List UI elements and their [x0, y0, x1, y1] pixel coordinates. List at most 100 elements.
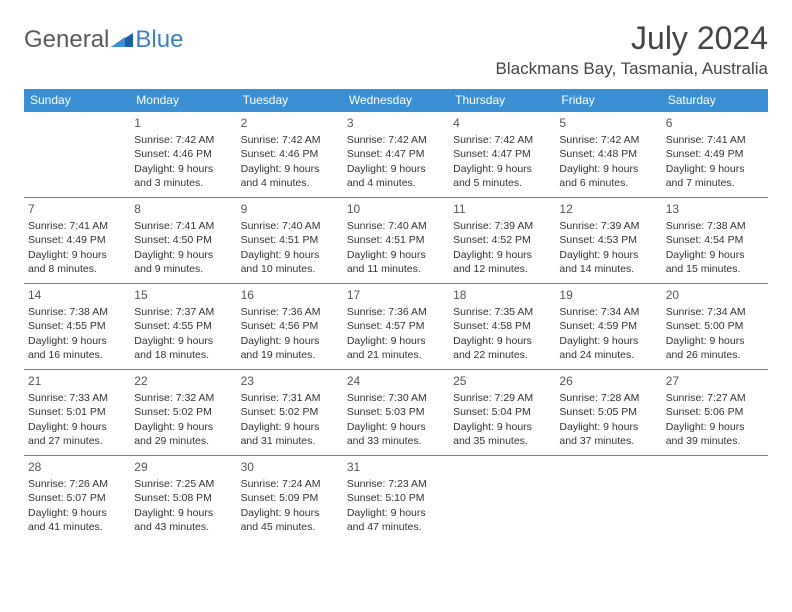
sunrise-text: Sunrise: 7:28 AM — [559, 391, 657, 405]
calendar-cell: 3Sunrise: 7:42 AMSunset: 4:47 PMDaylight… — [343, 112, 449, 198]
daylight-text: and 24 minutes. — [559, 348, 657, 362]
sunset-text: Sunset: 5:04 PM — [453, 405, 551, 419]
day-number: 10 — [347, 201, 445, 217]
daylight-text: Daylight: 9 hours — [241, 248, 339, 262]
sunrise-text: Sunrise: 7:37 AM — [134, 305, 232, 319]
calendar-cell — [449, 456, 555, 542]
sunset-text: Sunset: 4:51 PM — [241, 233, 339, 247]
day-number: 9 — [241, 201, 339, 217]
sunset-text: Sunset: 5:09 PM — [241, 491, 339, 505]
calendar-week: 1Sunrise: 7:42 AMSunset: 4:46 PMDaylight… — [24, 112, 768, 198]
sunset-text: Sunset: 4:52 PM — [453, 233, 551, 247]
day-number: 2 — [241, 115, 339, 131]
sunrise-text: Sunrise: 7:40 AM — [241, 219, 339, 233]
daylight-text: and 31 minutes. — [241, 434, 339, 448]
day-number: 6 — [666, 115, 764, 131]
sunset-text: Sunset: 4:54 PM — [666, 233, 764, 247]
daylight-text: Daylight: 9 hours — [666, 248, 764, 262]
calendar-table: SundayMondayTuesdayWednesdayThursdayFrid… — [24, 89, 768, 542]
day-number: 1 — [134, 115, 232, 131]
daylight-text: and 39 minutes. — [666, 434, 764, 448]
day-number: 23 — [241, 373, 339, 389]
daylight-text: Daylight: 9 hours — [241, 506, 339, 520]
day-number: 29 — [134, 459, 232, 475]
daylight-text: Daylight: 9 hours — [28, 420, 126, 434]
daylight-text: and 11 minutes. — [347, 262, 445, 276]
daylight-text: Daylight: 9 hours — [347, 248, 445, 262]
daylight-text: and 16 minutes. — [28, 348, 126, 362]
daylight-text: Daylight: 9 hours — [453, 334, 551, 348]
sunrise-text: Sunrise: 7:31 AM — [241, 391, 339, 405]
daylight-text: Daylight: 9 hours — [666, 162, 764, 176]
calendar-week: 7Sunrise: 7:41 AMSunset: 4:49 PMDaylight… — [24, 198, 768, 284]
calendar-cell: 8 Sunrise: 7:41 AMSunset: 4:50 PMDaylight… — [130, 198, 236, 284]
calendar-cell: 14Sunrise: 7:38 AMSunset: 4:55 PMDayligh… — [24, 284, 130, 370]
sunset-text: Sunset: 5:02 PM — [134, 405, 232, 419]
calendar-cell: 13Sunrise: 7:38 AMSunset: 4:54 PMDayligh… — [662, 198, 768, 284]
sunset-text: Sunset: 4:48 PM — [559, 147, 657, 161]
sunrise-text: Sunrise: 7:23 AM — [347, 477, 445, 491]
daylight-text: Daylight: 9 hours — [28, 248, 126, 262]
day-number: 11 — [453, 201, 551, 217]
daylight-text: and 33 minutes. — [347, 434, 445, 448]
daylight-text: and 9 minutes. — [134, 262, 232, 276]
day-number: 26 — [559, 373, 657, 389]
day-number: 14 — [28, 287, 126, 303]
logo-triangle-icon — [111, 31, 133, 49]
sunset-text: Sunset: 5:03 PM — [347, 405, 445, 419]
calendar-week: 21Sunrise: 7:33 AMSunset: 5:01 PMDayligh… — [24, 370, 768, 456]
day-header: Monday — [130, 89, 236, 112]
day-number: 8 — [134, 201, 232, 217]
sunrise-text: Sunrise: 7:34 AM — [666, 305, 764, 319]
sunset-text: Sunset: 4:58 PM — [453, 319, 551, 333]
daylight-text: and 29 minutes. — [134, 434, 232, 448]
day-number: 28 — [28, 459, 126, 475]
month-title: July 2024 — [496, 20, 768, 57]
day-number: 17 — [347, 287, 445, 303]
sunset-text: Sunset: 4:53 PM — [559, 233, 657, 247]
calendar-cell: 11Sunrise: 7:39 AMSunset: 4:52 PMDayligh… — [449, 198, 555, 284]
day-number: 12 — [559, 201, 657, 217]
sunrise-text: Sunrise: 7:25 AM — [134, 477, 232, 491]
daylight-text: and 19 minutes. — [241, 348, 339, 362]
daylight-text: Daylight: 9 hours — [134, 248, 232, 262]
daylight-text: Daylight: 9 hours — [241, 420, 339, 434]
day-header: Thursday — [449, 89, 555, 112]
daylight-text: Daylight: 9 hours — [559, 162, 657, 176]
daylight-text: Daylight: 9 hours — [559, 334, 657, 348]
calendar-cell: 1Sunrise: 7:42 AMSunset: 4:46 PMDaylight… — [130, 112, 236, 198]
logo-word1: General — [24, 26, 109, 54]
daylight-text: Daylight: 9 hours — [134, 162, 232, 176]
daylight-text: Daylight: 9 hours — [666, 420, 764, 434]
daylight-text: Daylight: 9 hours — [347, 420, 445, 434]
calendar-cell: 18Sunrise: 7:35 AMSunset: 4:58 PMDayligh… — [449, 284, 555, 370]
calendar-body: 1Sunrise: 7:42 AMSunset: 4:46 PMDaylight… — [24, 112, 768, 542]
sunrise-text: Sunrise: 7:41 AM — [134, 219, 232, 233]
daylight-text: and 4 minutes. — [241, 176, 339, 190]
calendar-cell — [24, 112, 130, 198]
calendar-cell: 29Sunrise: 7:25 AMSunset: 5:08 PMDayligh… — [130, 456, 236, 542]
sunset-text: Sunset: 4:51 PM — [347, 233, 445, 247]
sunset-text: Sunset: 4:49 PM — [28, 233, 126, 247]
day-number: 18 — [453, 287, 551, 303]
calendar-cell: 15Sunrise: 7:37 AMSunset: 4:55 PMDayligh… — [130, 284, 236, 370]
calendar-cell: 16Sunrise: 7:36 AMSunset: 4:56 PMDayligh… — [237, 284, 343, 370]
calendar-cell: 10Sunrise: 7:40 AMSunset: 4:51 PMDayligh… — [343, 198, 449, 284]
sunset-text: Sunset: 5:05 PM — [559, 405, 657, 419]
sunrise-text: Sunrise: 7:27 AM — [666, 391, 764, 405]
calendar-cell: 21Sunrise: 7:33 AMSunset: 5:01 PMDayligh… — [24, 370, 130, 456]
sunrise-text: Sunrise: 7:42 AM — [559, 133, 657, 147]
day-number: 16 — [241, 287, 339, 303]
calendar-cell: 17Sunrise: 7:36 AMSunset: 4:57 PMDayligh… — [343, 284, 449, 370]
daylight-text: Daylight: 9 hours — [134, 506, 232, 520]
daylight-text: and 7 minutes. — [666, 176, 764, 190]
calendar-cell: 9 Sunrise: 7:40 AMSunset: 4:51 PMDaylight… — [237, 198, 343, 284]
sunset-text: Sunset: 4:55 PM — [28, 319, 126, 333]
calendar-cell: 25Sunrise: 7:29 AMSunset: 5:04 PMDayligh… — [449, 370, 555, 456]
sunset-text: Sunset: 4:55 PM — [134, 319, 232, 333]
daylight-text: and 26 minutes. — [666, 348, 764, 362]
sunset-text: Sunset: 4:50 PM — [134, 233, 232, 247]
sunrise-text: Sunrise: 7:41 AM — [666, 133, 764, 147]
sunset-text: Sunset: 4:47 PM — [347, 147, 445, 161]
daylight-text: and 45 minutes. — [241, 520, 339, 534]
